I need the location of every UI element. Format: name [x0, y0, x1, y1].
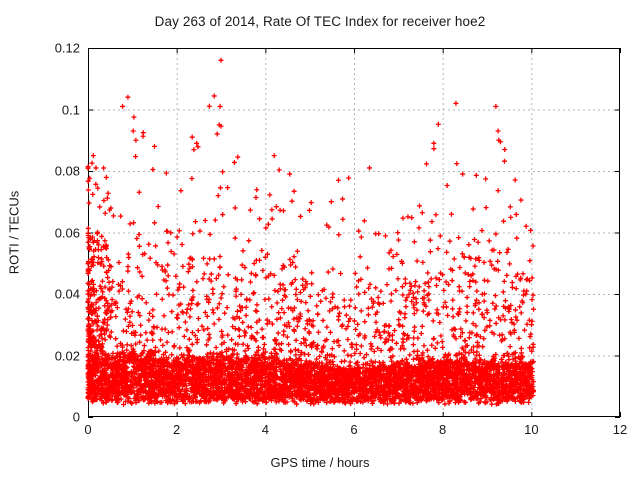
y-tick-label: 0	[72, 409, 80, 425]
y-tick-label: 0.02	[54, 348, 80, 363]
x-tick-label: 0	[84, 422, 92, 437]
data-points	[85, 57, 537, 407]
gridlines	[88, 48, 620, 417]
y-tick-label: 0.04	[54, 286, 80, 302]
x-tick-label: 8	[439, 422, 447, 437]
x-tick-label: 6	[350, 422, 358, 437]
chart-title: Day 263 of 2014, Rate Of TEC Index for r…	[154, 14, 486, 29]
y-tick-label: 0.06	[54, 225, 80, 240]
y-tick-label: 0.1	[61, 102, 80, 117]
x-tick-label: 2	[173, 422, 181, 437]
x-tick-label: 12	[612, 422, 628, 437]
x-tick-label: 4	[261, 422, 269, 437]
x-axis-label: GPS time / hours	[270, 455, 370, 470]
y-tick-label: 0.08	[54, 163, 80, 179]
x-tick-label: 10	[524, 422, 539, 437]
y-tick-label: 0.12	[54, 40, 80, 56]
